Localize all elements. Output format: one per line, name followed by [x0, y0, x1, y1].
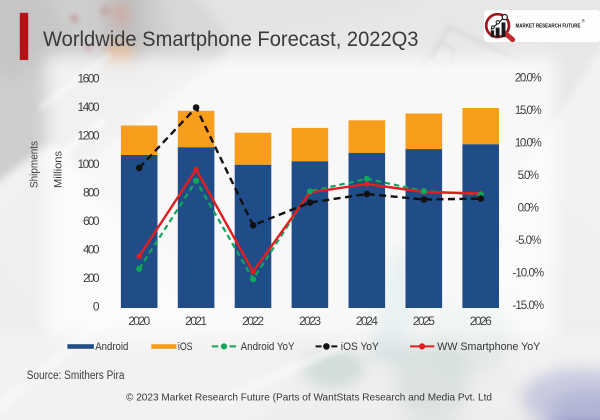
svg-text:Millions: Millions — [52, 151, 64, 188]
svg-text:iOS: iOS — [178, 341, 193, 353]
svg-text:1600: 1600 — [78, 71, 100, 85]
svg-text:15.0%: 15.0% — [515, 105, 542, 117]
svg-text:WW Smartphone YoY: WW Smartphone YoY — [437, 341, 540, 353]
svg-text:2020: 2020 — [128, 314, 150, 328]
svg-text:20.0%: 20.0% — [515, 73, 542, 85]
svg-text:iOS YoY: iOS YoY — [341, 341, 379, 353]
svg-text:2021: 2021 — [185, 314, 207, 328]
svg-text:10.0%: 10.0% — [515, 138, 542, 150]
svg-text:2026: 2026 — [470, 314, 492, 328]
svg-text:Shipments: Shipments — [28, 141, 40, 188]
svg-text:2024: 2024 — [356, 314, 378, 328]
svg-text:0.0%: 0.0% — [518, 203, 539, 215]
svg-text:0: 0 — [93, 299, 100, 313]
svg-text:© 2023 Market Research Future: © 2023 Market Research Future (Parts of … — [126, 391, 492, 403]
svg-text:Android: Android — [95, 341, 128, 353]
svg-text:-10.0%: -10.0% — [512, 268, 544, 280]
svg-text:MARKET RESEARCH FUTURE: MARKET RESEARCH FUTURE — [516, 24, 581, 30]
svg-text:1200: 1200 — [78, 128, 100, 142]
svg-text:600: 600 — [83, 214, 100, 228]
svg-text:2022: 2022 — [242, 314, 264, 328]
svg-text:Source: Smithers Pira: Source: Smithers Pira — [27, 370, 125, 382]
svg-text:Android YoY: Android YoY — [241, 341, 295, 353]
svg-text:400: 400 — [83, 242, 100, 256]
svg-text:Worldwide Smartphone Forecast,: Worldwide Smartphone Forecast, 2022Q3 — [43, 27, 419, 51]
svg-text:®: ® — [582, 19, 586, 24]
svg-text:2025: 2025 — [413, 314, 435, 328]
svg-text:5.0%: 5.0% — [518, 170, 539, 182]
svg-text:-5.0%: -5.0% — [515, 235, 541, 247]
svg-text:2023: 2023 — [299, 314, 321, 328]
svg-text:1000: 1000 — [78, 157, 100, 171]
svg-text:200: 200 — [83, 271, 100, 285]
svg-text:800: 800 — [83, 185, 100, 199]
svg-text:-15.0%: -15.0% — [512, 300, 544, 312]
svg-text:1400: 1400 — [78, 100, 100, 114]
